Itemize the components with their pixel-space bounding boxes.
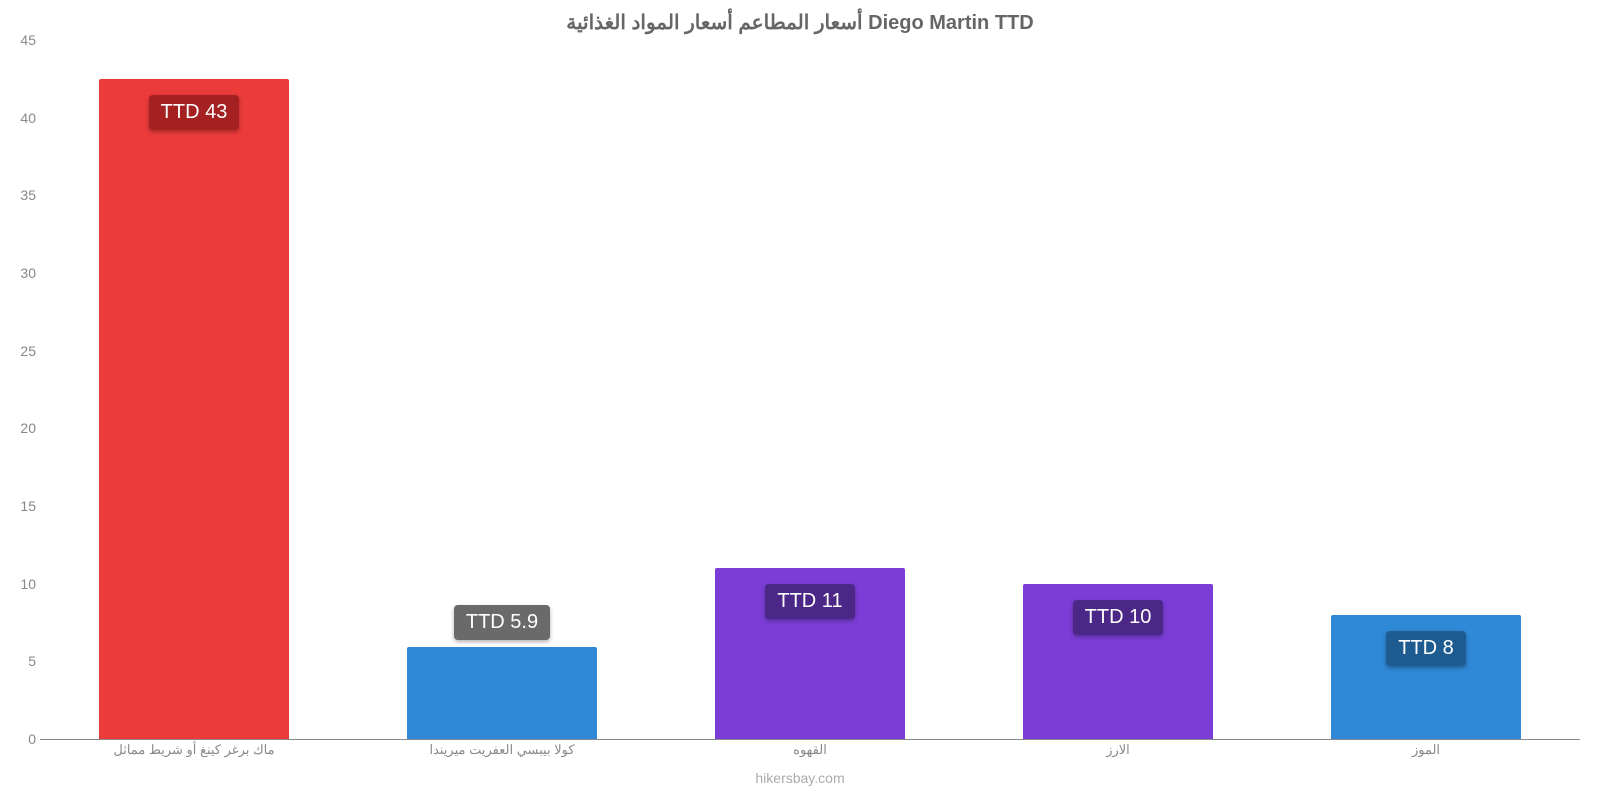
plot-area: TTD 43TTD 5.9TTD 11TTD 10TTD 8 051015202… [40, 40, 1580, 740]
bar-value-label: TTD 43 [149, 95, 240, 130]
x-category-label: ماك برغر كينغ أو شريط مماثل [40, 742, 348, 762]
bar: TTD 5.9 [407, 647, 598, 739]
x-category-label: كولا بيبسي العفريت ميريندا [348, 742, 656, 762]
bar-slot: TTD 10 [964, 40, 1272, 739]
y-tick-label: 10 [8, 576, 36, 592]
y-tick-label: 45 [8, 32, 36, 48]
bar: TTD 11 [715, 568, 906, 739]
x-labels: ماك برغر كينغ أو شريط مماثلكولا بيبسي ال… [40, 742, 1580, 762]
chart-wrapper: أسعار المطاعم أسعار المواد الغذائية Dieg… [0, 0, 1600, 800]
y-tick-label: 20 [8, 420, 36, 436]
bar: TTD 10 [1023, 584, 1214, 739]
chart-title: أسعار المطاعم أسعار المواد الغذائية Dieg… [0, 10, 1600, 35]
x-category-label: الارز [964, 742, 1272, 762]
bar-value-label: TTD 5.9 [454, 605, 550, 640]
bar-value-label: TTD 11 [765, 584, 854, 619]
bar-value-label: TTD 8 [1386, 631, 1466, 666]
y-tick-label: 5 [8, 653, 36, 669]
y-tick-label: 35 [8, 187, 36, 203]
bar-slot: TTD 8 [1272, 40, 1580, 739]
bar-value-label: TTD 10 [1073, 600, 1164, 635]
bar: TTD 43 [99, 79, 290, 739]
y-tick-label: 30 [8, 265, 36, 281]
bar: TTD 8 [1331, 615, 1522, 739]
y-tick-label: 15 [8, 498, 36, 514]
bars-container: TTD 43 TTD 5.9 TTD 11 TTD 10 TTD 8 [40, 40, 1580, 739]
bar-slot: TTD 11 [656, 40, 964, 739]
bar-slot: TTD 5.9 [348, 40, 656, 739]
x-category-label: القهوه [656, 742, 964, 762]
y-tick-label: 0 [8, 731, 36, 747]
attribution: hikersbay.com [0, 770, 1600, 786]
y-tick-label: 40 [8, 110, 36, 126]
y-tick-label: 25 [8, 343, 36, 359]
x-category-label: الموز [1272, 742, 1580, 762]
bar-slot: TTD 43 [40, 40, 348, 739]
